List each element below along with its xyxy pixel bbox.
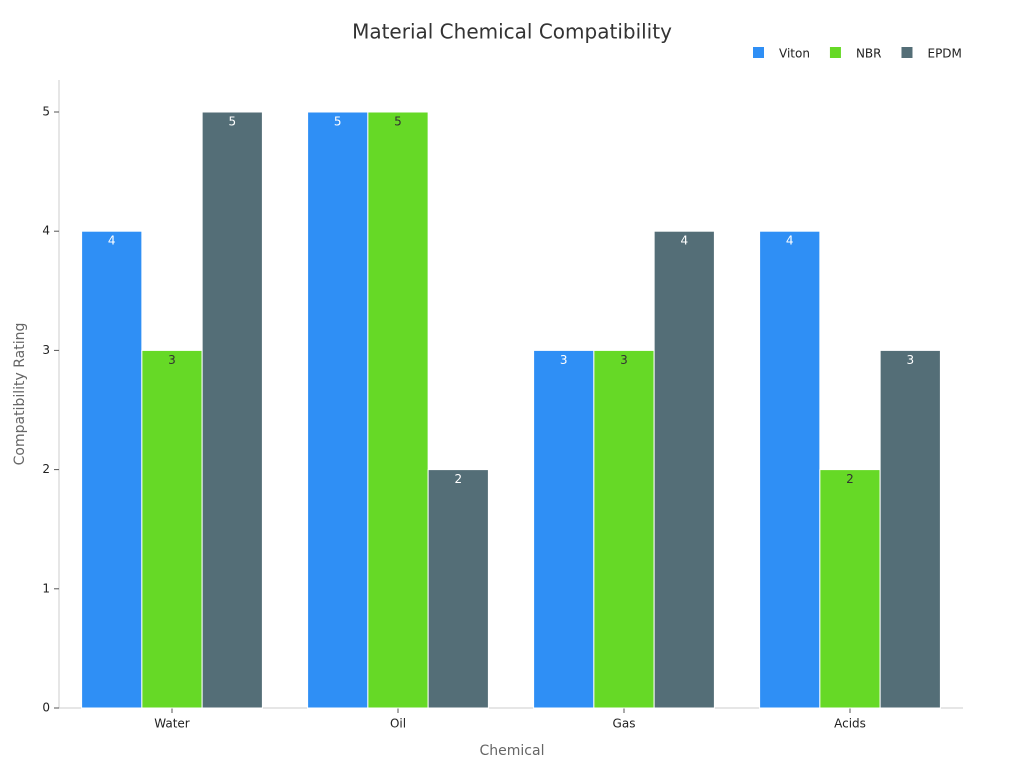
bar xyxy=(879,349,941,709)
data-label: 5 xyxy=(394,115,402,129)
y-tick-label: 5 xyxy=(42,105,50,119)
data-label: 5 xyxy=(228,115,236,129)
y-tick-label: 1 xyxy=(42,581,50,595)
y-tick-label: 4 xyxy=(42,224,50,238)
bar xyxy=(819,469,881,709)
x-tick-label: Water xyxy=(154,717,190,731)
x-tick-label: Gas xyxy=(613,717,636,731)
x-tick-label: Acids xyxy=(834,717,866,731)
legend-swatch xyxy=(753,47,764,58)
bar xyxy=(759,230,821,709)
bar xyxy=(653,230,715,709)
data-label: 4 xyxy=(786,234,794,248)
y-tick-label: 0 xyxy=(42,701,50,715)
data-label: 4 xyxy=(108,234,116,248)
bar xyxy=(141,349,203,709)
data-label: 3 xyxy=(906,353,914,367)
legend-swatch xyxy=(829,47,841,58)
data-label: 3 xyxy=(620,353,628,367)
y-tick-label: 3 xyxy=(42,343,50,357)
data-label: 2 xyxy=(846,472,854,486)
chart-title: Material Chemical Compatibility xyxy=(352,20,672,44)
data-label: 5 xyxy=(334,115,342,129)
x-tick-label: Oil xyxy=(390,717,406,731)
bar xyxy=(427,469,489,709)
data-label: 2 xyxy=(454,472,462,486)
bar xyxy=(201,111,263,709)
y-tick-label: 2 xyxy=(42,462,50,476)
legend-swatch xyxy=(901,47,913,58)
bar xyxy=(533,349,595,709)
y-axis-label: Compatibility Rating xyxy=(12,323,28,466)
legend-label: Viton xyxy=(779,47,810,61)
bar xyxy=(307,111,369,709)
legend-label: EPDM xyxy=(927,47,961,61)
bar xyxy=(593,349,655,709)
x-axis-label: Chemical xyxy=(480,743,545,759)
bar xyxy=(81,230,143,709)
data-label: 3 xyxy=(168,353,176,367)
data-label: 4 xyxy=(680,234,688,248)
data-label: 3 xyxy=(560,353,568,367)
legend-label: NBR xyxy=(856,47,882,61)
bar xyxy=(367,111,429,709)
